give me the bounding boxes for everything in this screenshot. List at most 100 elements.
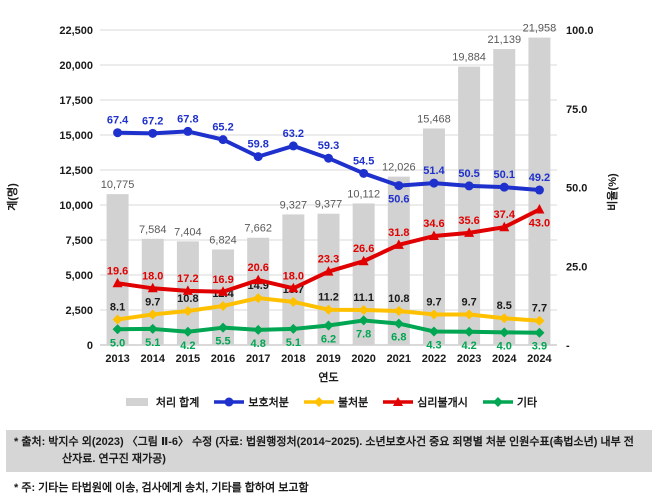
point-marker: [148, 128, 158, 138]
series-value-label: 49.2: [529, 172, 550, 184]
series-value-label: 10.8: [177, 293, 198, 305]
point-marker: [499, 327, 510, 338]
remark-note: * 주: 기타는 타법원에 이송, 검사에게 송치, 기타를 합하여 보고함: [14, 482, 309, 495]
series-value-label: 19.6: [107, 265, 128, 277]
series-value-label: 8.1: [110, 301, 125, 313]
left-axis-tick: 20,000: [59, 60, 93, 72]
point-marker: [358, 315, 369, 326]
point-marker: [464, 181, 474, 191]
series-value-label: 7.8: [356, 328, 371, 340]
point-marker: [112, 277, 123, 288]
circle-line-swatch-icon: [214, 397, 245, 407]
point-marker: [288, 323, 299, 334]
right-axis-tick: -: [566, 340, 570, 352]
point-marker: [499, 221, 510, 232]
point-marker: [324, 153, 333, 163]
series-value-label: 50.5: [458, 168, 479, 180]
point-marker: [288, 141, 298, 151]
point-marker: [499, 182, 509, 192]
x-axis-category: 2013: [105, 353, 129, 365]
point-marker: [359, 168, 369, 178]
series-value-label: 3.9: [532, 341, 547, 353]
series-value-label: 11.1: [353, 292, 374, 304]
legend-label: 처리 합계: [155, 397, 200, 409]
series-value-label: 9.7: [426, 296, 441, 308]
legend-label: 보호처분: [248, 397, 289, 409]
right-axis-tick: 25.0: [566, 261, 587, 273]
series-value-label: 67.4: [107, 115, 129, 127]
series-value-label: 7.7: [532, 303, 547, 315]
x-axis-category: 2023: [457, 353, 481, 365]
series-value-label: 35.6: [458, 215, 479, 227]
series-value-label: 18.0: [283, 270, 304, 282]
point-marker: [253, 293, 264, 304]
series-value-label: 63.2: [283, 128, 304, 140]
point-marker: [323, 320, 334, 331]
legend-item-기타: 기타: [482, 394, 537, 410]
bar-value-label: 21,958: [523, 23, 557, 35]
chart-canvas: 0 2,500 5,000 7,500 10,000 12,500 15,000 17,500…: [5, 23, 619, 384]
point-marker: [182, 285, 193, 295]
bar-value-label: 19,884: [452, 52, 486, 64]
bar: [212, 249, 235, 345]
left-axis-tick: 15,000: [59, 130, 93, 142]
series-value-label: 11.2: [318, 292, 339, 304]
x-axis-category: 2020: [351, 353, 375, 365]
point-marker: [393, 305, 404, 316]
bar: [493, 49, 516, 345]
point-marker: [499, 313, 510, 324]
bar: [317, 213, 340, 345]
point-marker: [323, 304, 334, 315]
point-marker: [358, 255, 369, 266]
left-axis-tick: 12,500: [59, 165, 93, 177]
legend: 처리 합계 보호처분 불처분 심리불개시 기타: [0, 394, 658, 410]
point-marker: [464, 309, 475, 320]
series-value-label: 65.2: [212, 122, 233, 134]
bar-value-label: 7,584: [139, 224, 167, 236]
series-value-label: 17.2: [177, 273, 198, 285]
right-axis-tick: 100.0: [566, 25, 594, 37]
left-axis-tick: 7,500: [65, 235, 93, 247]
x-axis-title: 연도: [318, 370, 338, 384]
series-value-label: 54.5: [353, 155, 374, 167]
point-marker: [428, 309, 439, 320]
series-value-label: 8.5: [497, 300, 512, 312]
triangle-line-swatch-icon: [383, 397, 414, 406]
point-marker: [358, 305, 369, 316]
point-marker: [147, 282, 158, 293]
series-value-label: 18.0: [142, 270, 163, 282]
series-value-label: 16.9: [212, 274, 233, 286]
series-value-label: 34.6: [423, 218, 444, 230]
bar: [247, 237, 270, 345]
point-marker: [253, 324, 264, 335]
bar-value-label: 9,327: [280, 199, 308, 211]
bar: [458, 66, 481, 346]
point-marker: [464, 227, 475, 237]
series-value-label: 6.8: [391, 332, 406, 344]
point-marker: [464, 326, 475, 337]
series-value-label: 37.4: [494, 209, 516, 221]
legend-item-심리불개시: 심리불개시: [382, 394, 468, 410]
point-marker: [534, 315, 545, 326]
legend-item-처리-합계: 처리 합계: [121, 394, 200, 410]
series-value-label: 4.2: [180, 340, 195, 352]
point-marker: [428, 230, 439, 241]
series-value-label: 9.7: [145, 296, 160, 308]
point-marker: [182, 305, 193, 316]
left-axis-tick: 22,500: [59, 25, 93, 37]
bar-value-label: 12,026: [382, 162, 416, 174]
x-axis-category: 2014: [140, 353, 165, 365]
series-value-label: 59.8: [247, 139, 268, 151]
x-axis-category: 2022: [422, 353, 446, 365]
source-note: * 출처: 박지수 외(2023) 〈그림 Ⅱ-6〉 수정 (자료: 법원행정처…: [6, 430, 652, 473]
legend-label: 불처분: [337, 397, 369, 409]
series-value-label: 4.0: [497, 340, 512, 352]
bar: [282, 214, 305, 345]
series-value-label: 31.8: [388, 227, 409, 239]
legend-label: 기타: [516, 397, 538, 409]
x-axis-category: 2017: [246, 353, 270, 365]
bar: [387, 176, 410, 345]
point-marker: [218, 300, 229, 311]
bar-value-label: 7,404: [174, 226, 202, 238]
